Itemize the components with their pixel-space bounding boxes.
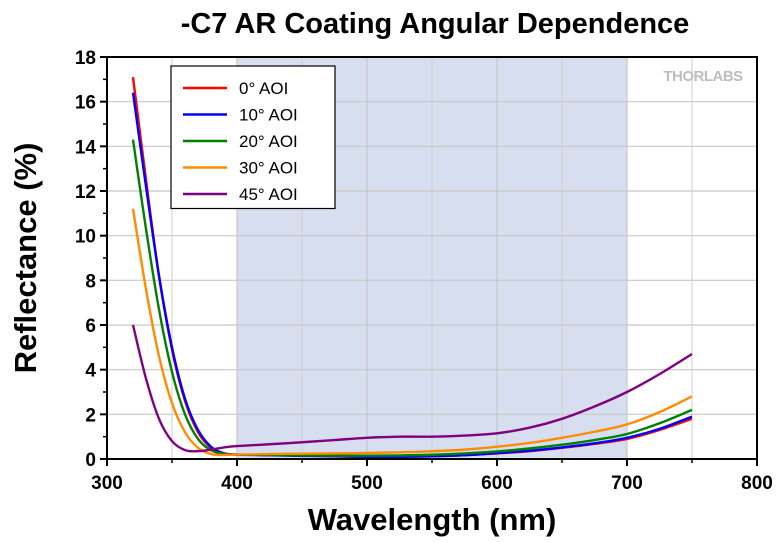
y-tick-label: 12: [75, 182, 96, 203]
series-line: [131, 139, 693, 457]
x-axis-label: Wavelength (nm): [308, 502, 557, 537]
axis-ticks: [100, 56, 758, 466]
series-lines: [131, 76, 693, 459]
y-tick-label: 14: [75, 137, 97, 158]
y-tick-label: 0: [85, 450, 96, 471]
y-tick-label: 16: [75, 93, 96, 114]
chart-title: -C7 AR Coating Angular Dependence: [181, 8, 690, 40]
y-axis-label: Reflectance (%): [8, 143, 43, 374]
legend-label: 30° AOI: [239, 159, 298, 178]
x-tick-label: 300: [91, 473, 123, 494]
y-tick-label: 6: [85, 316, 96, 337]
legend-label: 0° AOI: [239, 79, 288, 98]
x-tick-label: 700: [611, 473, 643, 494]
legend-label: 45° AOI: [239, 185, 298, 204]
y-tick-labels: 0 2 4 6 8 10 12 14 16 18: [75, 48, 97, 471]
y-tick-label: 18: [75, 48, 96, 69]
legend-box: [170, 65, 336, 210]
series-line: [131, 208, 693, 457]
series-line: [131, 324, 693, 453]
legend-label: 10° AOI: [239, 106, 298, 125]
legend: 0° AOI 10° AOI 20° AOI 30° AOI 45° AOI: [170, 65, 336, 210]
legend-label: 20° AOI: [239, 132, 298, 151]
thorlabs-watermark: THORLABS: [663, 68, 743, 85]
x-tick-label: 400: [221, 473, 253, 494]
y-tick-label: 8: [85, 271, 96, 292]
y-tick-label: 2: [85, 405, 96, 426]
x-tick-label: 500: [351, 473, 383, 494]
y-tick-label: 4: [85, 361, 96, 382]
y-tick-label: 10: [75, 227, 96, 248]
x-tick-label: 600: [481, 473, 513, 494]
x-tick-labels: 300 400 500 600 700 800: [91, 473, 773, 494]
x-tick-label: 800: [741, 473, 773, 494]
